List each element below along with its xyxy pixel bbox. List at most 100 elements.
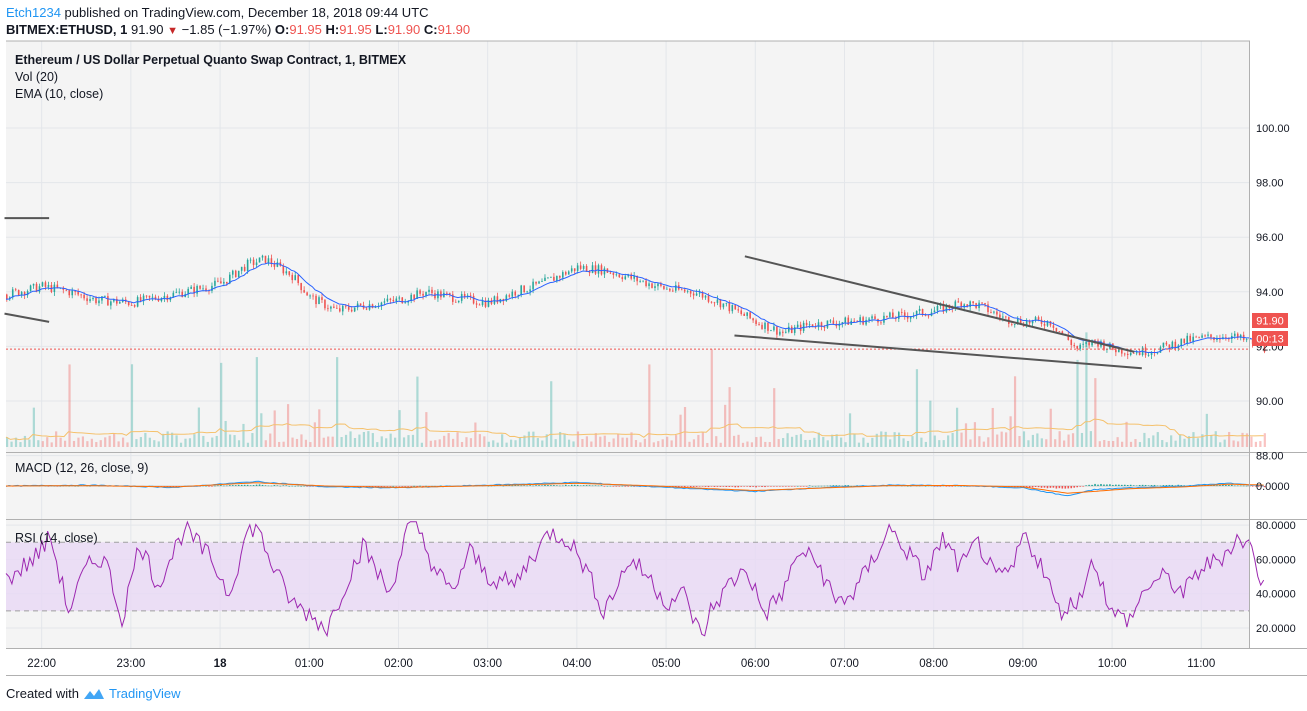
candle-body xyxy=(642,280,644,282)
candle-body xyxy=(1121,348,1123,354)
candle-body xyxy=(663,285,665,289)
rsi-legend[interactable]: RSI (14, close) xyxy=(15,531,98,545)
macd-histogram-bar xyxy=(214,485,216,487)
macd-histogram-bar xyxy=(1260,486,1263,487)
macd-histogram-bar xyxy=(1079,486,1081,487)
volume-bar xyxy=(478,434,481,447)
macd-histogram-bar xyxy=(767,486,769,487)
macd-histogram-bar xyxy=(229,485,231,486)
author-link[interactable]: Etch1234 xyxy=(6,5,61,20)
macd-histogram-bar xyxy=(713,486,716,487)
volume-bar xyxy=(1067,434,1070,447)
candle-body xyxy=(900,312,903,313)
candle-body xyxy=(1031,320,1034,324)
candle-body xyxy=(359,303,362,306)
candle-body xyxy=(511,291,514,297)
candle-body xyxy=(1168,344,1171,349)
low-label: L: xyxy=(375,22,388,37)
macd-legend[interactable]: MACD (12, 26, close, 9) xyxy=(15,461,148,475)
tradingview-brand[interactable]: TradingView xyxy=(108,686,181,701)
candle-body xyxy=(1216,338,1218,340)
macd-histogram-bar xyxy=(1043,486,1046,488)
candle-body xyxy=(993,311,995,313)
volume-bar xyxy=(1005,432,1008,447)
candle-body xyxy=(74,290,76,292)
macd-histogram-bar xyxy=(1082,486,1084,487)
candle-body xyxy=(1162,342,1165,348)
volume-bar xyxy=(474,422,477,447)
vol-legend[interactable]: Vol (20) xyxy=(15,70,58,84)
candle-body xyxy=(529,289,531,292)
volume-bar xyxy=(701,432,704,447)
candle-body xyxy=(553,276,555,281)
volume-bar xyxy=(1098,441,1101,447)
candle-body xyxy=(398,297,401,299)
candle-body xyxy=(457,300,460,303)
volume-bar xyxy=(55,431,58,447)
axis-tick-labels: 22:00 23:00 18 01:00 02:00 03:00 04:00 05:00 06:… xyxy=(27,123,1295,670)
macd-histogram-bar xyxy=(252,485,255,486)
candle-body xyxy=(175,292,178,294)
macd-histogram-bar xyxy=(1091,484,1093,486)
candle-body xyxy=(725,302,728,304)
candle-body xyxy=(624,276,627,280)
candle-body xyxy=(1043,323,1046,326)
macd-histogram-bar xyxy=(89,485,91,487)
macd-histogram-bar xyxy=(677,486,680,487)
volume-bar xyxy=(492,440,495,447)
price-tick-label: 100.00 xyxy=(1256,123,1290,135)
volume-bar xyxy=(978,436,981,447)
volume-bar xyxy=(6,437,9,447)
candle-body xyxy=(285,271,288,274)
price-pane[interactable] xyxy=(6,41,1249,452)
macd-histogram-bar xyxy=(279,485,282,487)
macd-histogram-bar xyxy=(615,486,618,487)
candle-body xyxy=(101,296,103,301)
volume-bar xyxy=(1116,437,1119,447)
volume-bar xyxy=(1196,438,1200,447)
time-tick-label: 05:00 xyxy=(652,658,681,670)
macd-histogram-bar xyxy=(1216,485,1218,487)
candle-body xyxy=(960,302,963,308)
volume-bar xyxy=(572,441,575,447)
volume-bar xyxy=(242,423,245,447)
candle-body xyxy=(767,322,769,331)
volume-bar xyxy=(514,440,517,447)
candle-body xyxy=(472,295,475,304)
macd-histogram-bar xyxy=(416,486,418,487)
candle-body xyxy=(1073,345,1076,347)
volume-bar xyxy=(318,409,321,447)
candle-body xyxy=(886,315,888,317)
ema-legend[interactable]: EMA (10, close) xyxy=(15,87,103,101)
candle-body xyxy=(229,274,231,284)
candle-body xyxy=(276,262,279,267)
candle-body xyxy=(704,295,707,298)
candle-body xyxy=(71,290,74,296)
candle-body xyxy=(1046,321,1049,326)
candle-body xyxy=(166,295,169,301)
macd-histogram-bar xyxy=(1064,486,1067,489)
macd-histogram-bar xyxy=(541,485,543,486)
macd-histogram-bar xyxy=(1219,484,1221,486)
candle-body xyxy=(764,322,766,329)
volume-bar xyxy=(367,431,370,447)
candle-body xyxy=(11,289,14,298)
volume-bar xyxy=(376,442,379,447)
volume-bar xyxy=(429,440,432,447)
volume-bar xyxy=(692,439,696,447)
candle-body xyxy=(514,291,517,296)
macd-histogram-bar xyxy=(823,485,826,487)
candle-body xyxy=(389,298,392,300)
candle-body xyxy=(1239,334,1242,338)
candle-body xyxy=(981,302,983,304)
candle-body xyxy=(154,296,157,300)
volume-bar xyxy=(184,438,187,447)
volume-bar xyxy=(211,437,214,447)
volume-bar xyxy=(1259,441,1262,447)
macd-histogram-bar xyxy=(689,486,692,488)
macd-histogram-bar xyxy=(172,486,175,487)
volume-bar xyxy=(759,436,762,447)
candle-body xyxy=(782,331,784,333)
volume-bar xyxy=(246,442,250,447)
candle-body xyxy=(1263,344,1266,352)
